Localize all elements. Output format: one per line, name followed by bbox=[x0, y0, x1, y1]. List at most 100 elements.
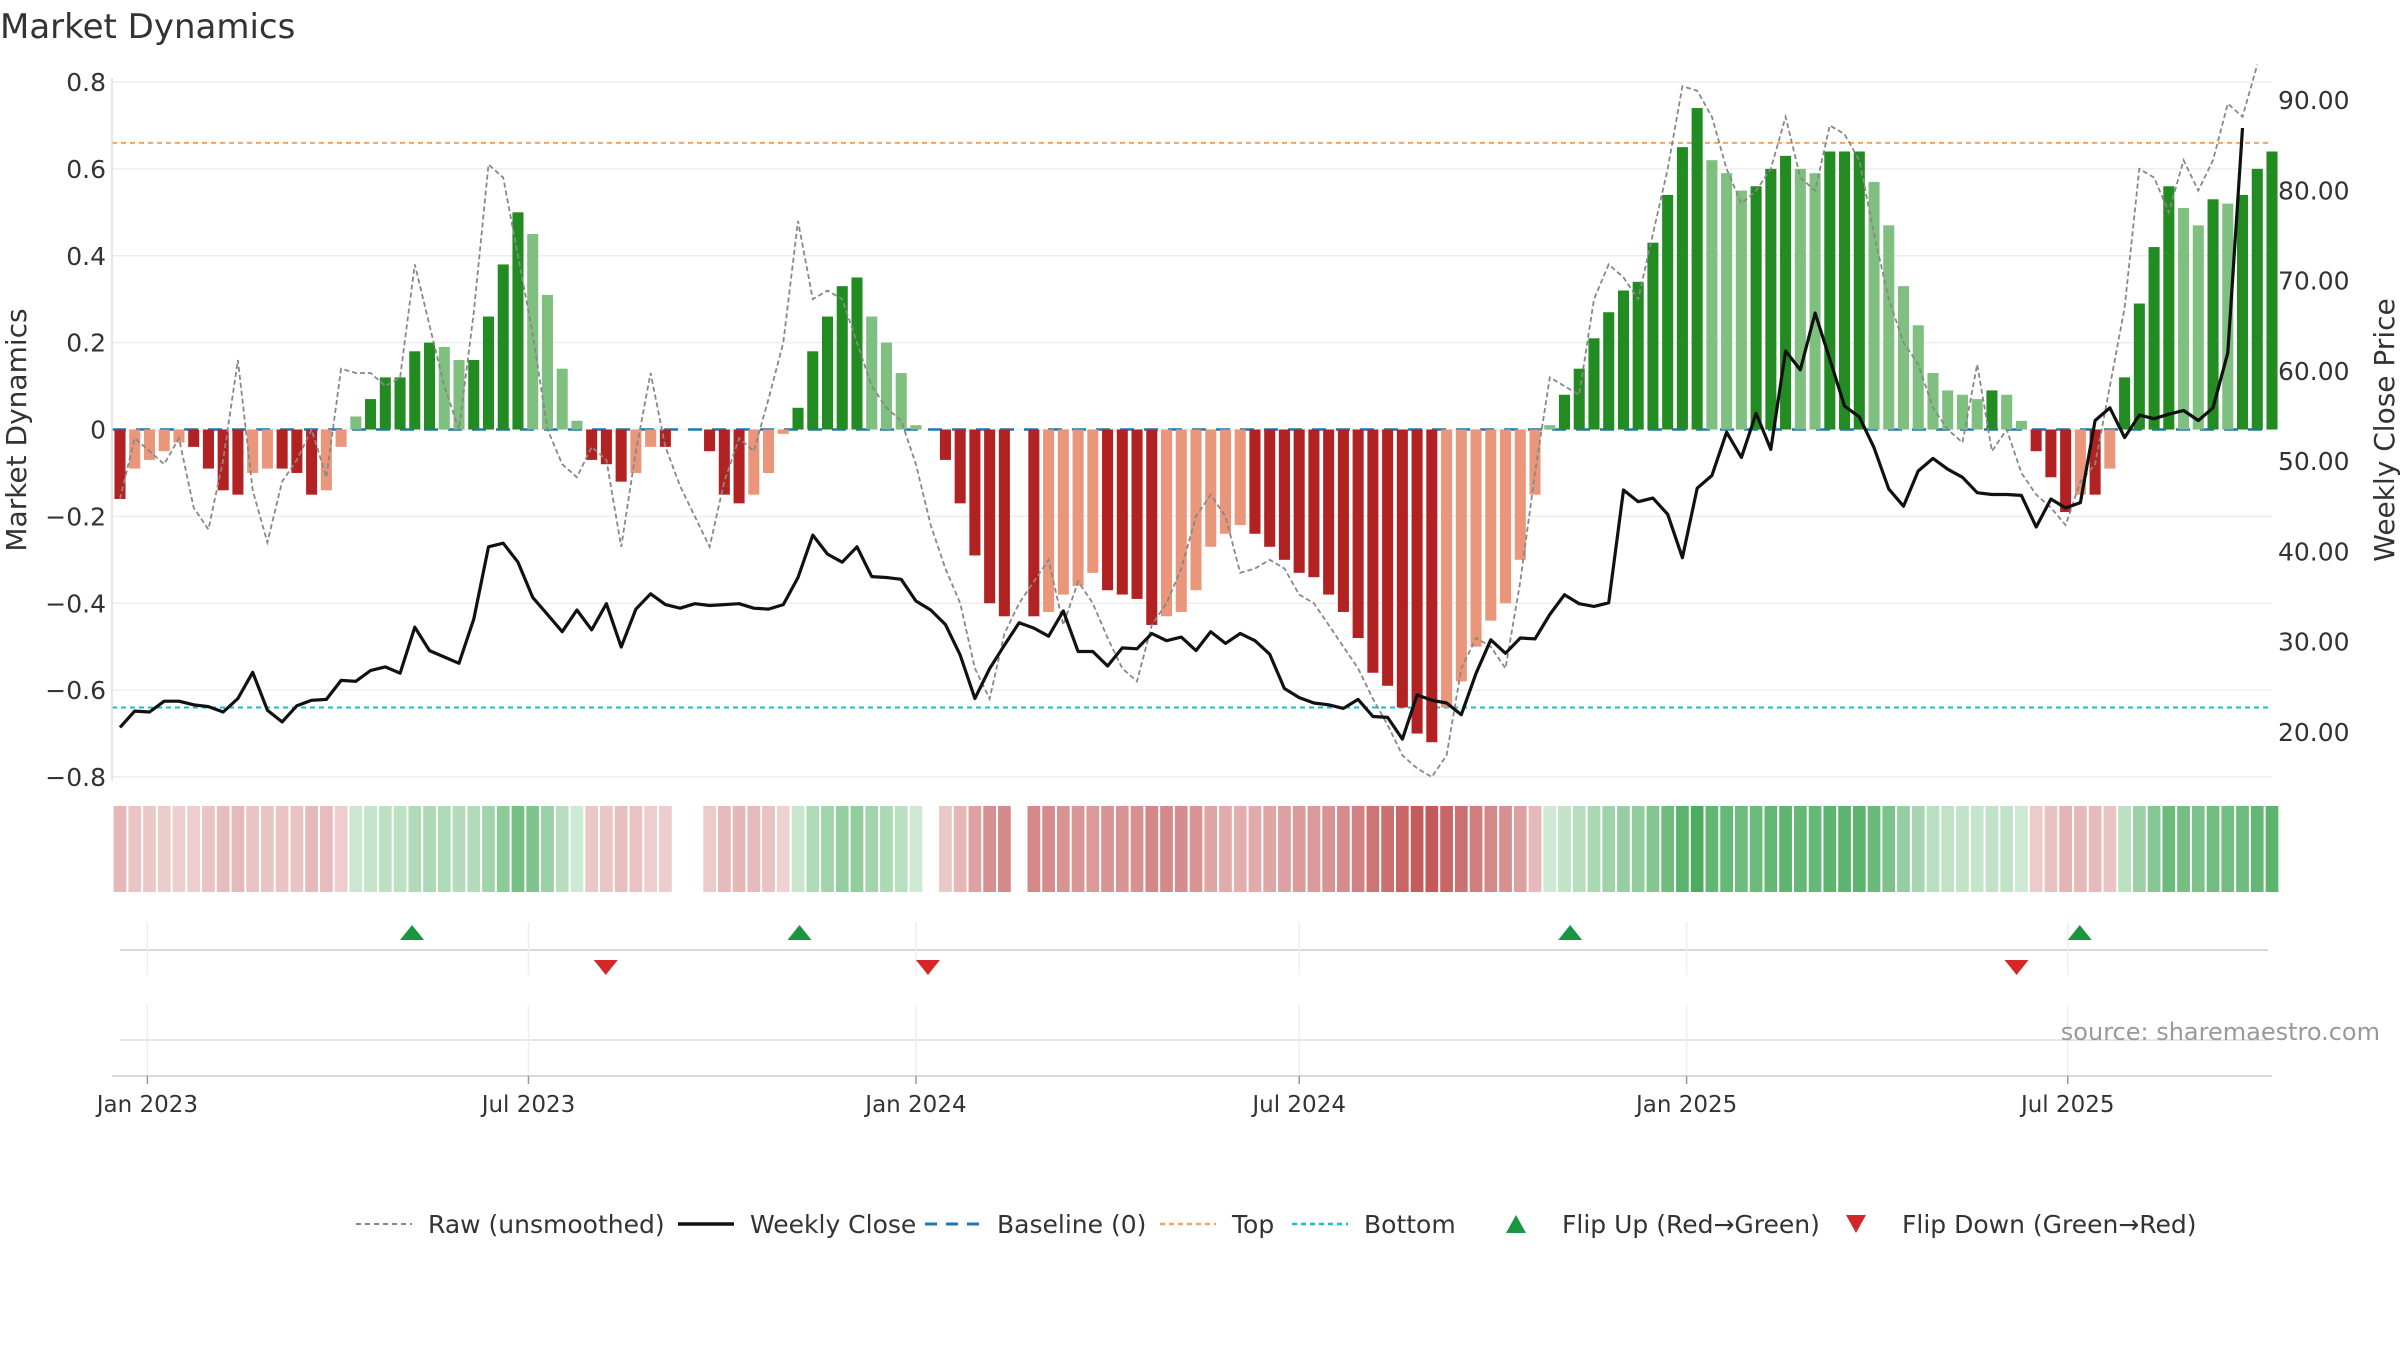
dynamics-bar bbox=[659, 429, 671, 447]
dynamics-bar bbox=[1500, 429, 1512, 604]
dynamics-bar bbox=[1278, 429, 1290, 560]
strip-cell bbox=[378, 806, 392, 892]
dynamics-bar bbox=[880, 342, 892, 430]
dynamics-bar bbox=[1839, 151, 1851, 430]
dynamics-bar bbox=[1234, 429, 1246, 526]
y2-tick-label: 20.00 bbox=[2278, 718, 2350, 747]
dynamics-bar bbox=[2236, 194, 2249, 430]
strip-cell bbox=[1867, 806, 1881, 892]
strip-cell bbox=[319, 806, 333, 892]
dynamics-bar bbox=[1219, 429, 1232, 534]
strip-cell bbox=[2236, 806, 2249, 892]
strip-cell bbox=[2015, 806, 2028, 892]
dynamics-bar bbox=[409, 351, 421, 430]
strip-cell bbox=[216, 806, 230, 892]
dynamics-bar bbox=[1691, 108, 1703, 430]
strip-cell bbox=[1307, 806, 1321, 892]
strip-cell bbox=[1115, 806, 1129, 892]
strip-cell bbox=[437, 806, 451, 892]
flip-up-marker bbox=[787, 925, 812, 940]
strip-cell bbox=[614, 806, 628, 892]
y-tick-label: −0.4 bbox=[45, 589, 106, 618]
dynamics-bar bbox=[1249, 429, 1261, 534]
strip-cell bbox=[1705, 806, 1719, 892]
strip-cell bbox=[408, 806, 422, 892]
dynamics-bar bbox=[306, 429, 318, 495]
dynamics-bar bbox=[1662, 194, 1674, 430]
strip-cell bbox=[128, 806, 142, 892]
x-axis: Jan 2023 Jul 2023 Jan 2024 Jul 2024 Jan 2025… bbox=[95, 1075, 2272, 1118]
strip-cell bbox=[1425, 806, 1439, 892]
dynamics-bar bbox=[600, 429, 612, 465]
strip-cell bbox=[2029, 806, 2043, 892]
dynamics-bar bbox=[2207, 199, 2219, 430]
dynamics-bar bbox=[1603, 312, 1615, 430]
strip-cell bbox=[939, 806, 952, 892]
strip-cell bbox=[1882, 806, 1896, 892]
dynamics-bar bbox=[2148, 247, 2160, 430]
strip-cell bbox=[629, 806, 643, 892]
dynamics-bar bbox=[1824, 151, 1836, 430]
strip-cell bbox=[246, 806, 260, 892]
dynamics-bar bbox=[2178, 207, 2190, 430]
dynamics-bar bbox=[1942, 390, 1954, 430]
strip-cell bbox=[496, 806, 510, 892]
dynamics-bar bbox=[1426, 429, 1438, 743]
y2-tick-label: 30.00 bbox=[2278, 628, 2350, 657]
dynamics-bar bbox=[291, 429, 303, 473]
dynamics-bar bbox=[718, 429, 730, 495]
dynamics-bar bbox=[497, 264, 509, 430]
dynamics-bar bbox=[733, 429, 745, 504]
strip-cell bbox=[1130, 806, 1144, 892]
y-tick-label: −0.8 bbox=[45, 763, 106, 792]
strip-cell bbox=[1395, 806, 1409, 892]
strip-cell bbox=[172, 806, 186, 892]
strip-cell bbox=[1823, 806, 1837, 892]
flip-down-marker bbox=[915, 960, 940, 975]
strip-cell bbox=[1617, 806, 1630, 892]
y-tick-label: 0.4 bbox=[66, 242, 106, 271]
dynamics-bar bbox=[910, 425, 922, 430]
strip-cell bbox=[1631, 806, 1645, 892]
dynamics-bar bbox=[615, 429, 627, 482]
dynamics-bar bbox=[1396, 429, 1408, 708]
dynamics-bar bbox=[1897, 286, 1910, 430]
dynamics-bar bbox=[1293, 429, 1305, 573]
strip-cell bbox=[202, 806, 215, 892]
strip-cell bbox=[275, 806, 289, 892]
dynamics-bar bbox=[998, 429, 1010, 617]
dynamics-bar bbox=[807, 351, 819, 430]
flip-down-marker bbox=[593, 960, 618, 975]
strip-cell bbox=[2206, 806, 2220, 892]
dynamics-bar bbox=[556, 368, 568, 430]
flip-up-marker bbox=[1558, 925, 1583, 940]
strip-cell bbox=[1219, 806, 1232, 892]
dynamics-bar bbox=[1853, 151, 1865, 430]
strip-cell bbox=[2059, 806, 2073, 892]
strip-cell bbox=[1278, 806, 1291, 892]
strip-cell bbox=[2074, 806, 2087, 892]
dynamics-bar bbox=[571, 420, 583, 430]
dynamics-bar bbox=[2001, 394, 2013, 430]
strip-cell bbox=[1381, 806, 1394, 892]
dynamics-bar bbox=[1455, 429, 1467, 682]
strip-cell bbox=[1056, 806, 1070, 892]
dynamics-bar bbox=[1529, 429, 1541, 495]
dynamics-bar bbox=[1780, 155, 1792, 430]
dynamics-bar bbox=[1883, 225, 1895, 430]
strip-cell bbox=[1749, 806, 1763, 892]
dynamics-bar bbox=[954, 429, 966, 504]
dynamics-bar bbox=[527, 234, 539, 430]
regime-strip bbox=[113, 806, 2279, 892]
left-axis: 0.8 0.6 0.4 0.2 0 −0.2 −0.4 −0.6 −0.8 bbox=[45, 68, 113, 792]
legend-label: Top bbox=[1231, 1210, 1274, 1239]
flip-up-marker bbox=[2067, 925, 2092, 940]
dynamics-bar bbox=[1676, 147, 1688, 430]
dynamics-bar bbox=[129, 429, 141, 469]
dynamics-bar bbox=[1470, 429, 1482, 647]
dynamics-bar bbox=[2030, 429, 2042, 452]
dynamics-bar bbox=[1160, 429, 1173, 617]
dynamics-bar bbox=[748, 429, 760, 495]
strip-cell bbox=[968, 806, 982, 892]
dynamics-bar bbox=[1544, 425, 1556, 430]
